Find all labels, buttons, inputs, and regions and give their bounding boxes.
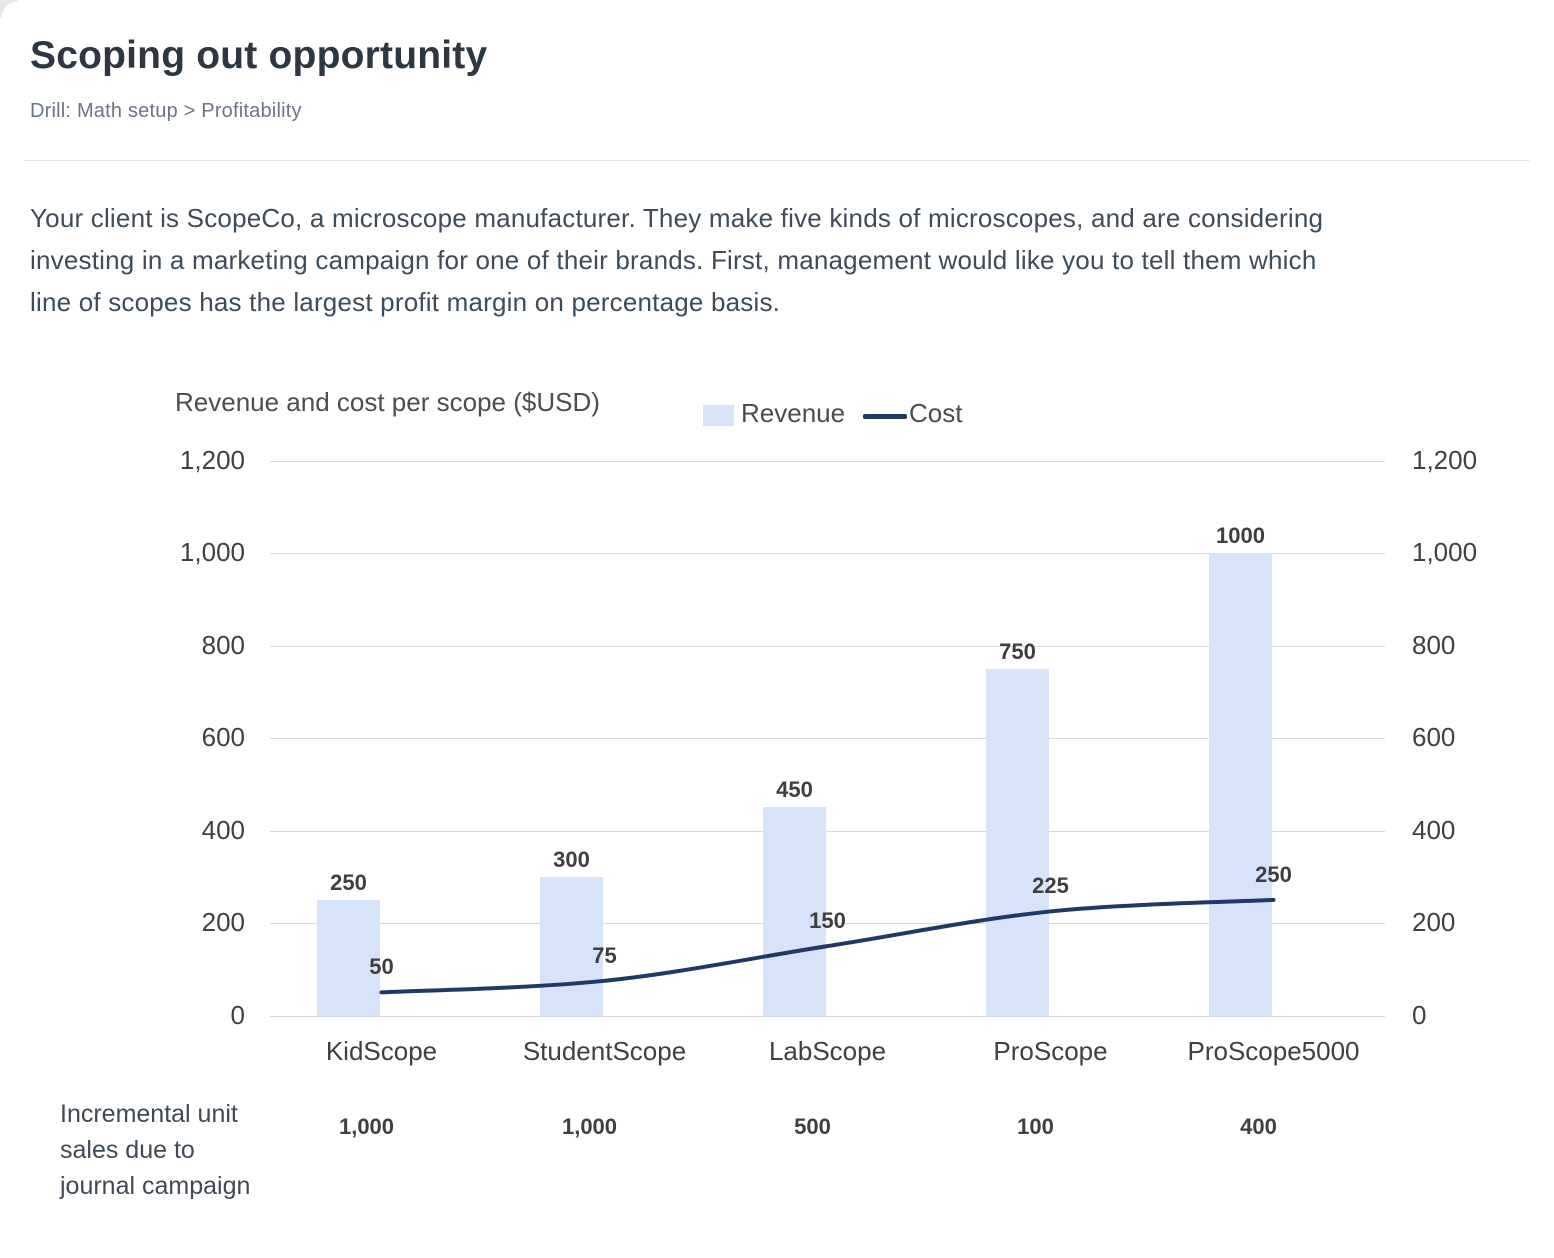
gridline-200 <box>270 923 1385 924</box>
cost-line-series <box>379 897 1276 995</box>
y-axis-left-tick-0: 0 <box>230 999 245 1030</box>
y-axis-left-tick-1000: 1,000 <box>179 537 245 567</box>
gridline-0 <box>270 1015 1385 1017</box>
y-axis-left-tick-600: 600 <box>201 722 245 752</box>
incremental-sales-value-labscope: 500 <box>794 1114 831 1139</box>
page-title: Scoping out opportunity <box>30 34 488 77</box>
data-label-cost-proscope5000: 250 <box>1255 861 1292 887</box>
y-axis-right-tick-800: 800 <box>1412 629 1456 660</box>
y-axis-left-tick-800: 800 <box>201 629 245 660</box>
bar-revenue-labscope <box>763 807 826 1016</box>
data-label-cost-labscope: 150 <box>809 908 846 934</box>
case-prompt-line: investing in a marketing campaign for on… <box>30 245 1317 275</box>
y-axis-left-tick-200: 200 <box>201 907 245 937</box>
legend-cost-line <box>863 414 907 419</box>
y-axis-right-tick-600: 600 <box>1412 722 1456 752</box>
y-axis-right-tick-200: 200 <box>1412 907 1456 937</box>
case-prompt: Your client is ScopeCo, a microscope man… <box>30 197 1323 323</box>
incremental-sales-value-studentscope: 1,000 <box>561 1114 618 1139</box>
incremental-sales-value-kidscope: 1,000 <box>338 1114 395 1139</box>
data-label-cost-studentscope: 75 <box>592 942 617 968</box>
incremental-sales-value-proscope5000: 400 <box>1240 1114 1277 1139</box>
divider <box>24 160 1530 161</box>
legend-revenue-label: Revenue <box>741 398 846 428</box>
gridline-1200 <box>270 460 1385 462</box>
x-axis-label-kidscope: KidScope <box>325 1036 438 1066</box>
case-prompt-line: line of scopes has the largest profit ma… <box>30 287 781 317</box>
footer-row-label-line: sales due to <box>60 1136 195 1164</box>
y-axis-right-tick-400: 400 <box>1412 814 1456 845</box>
bar-revenue-kidscope <box>317 899 380 1016</box>
gridline-400 <box>270 830 1385 832</box>
x-axis-label-proscope: ProScope <box>993 1036 1108 1066</box>
legend-revenue-swatch <box>703 405 734 426</box>
data-label-cost-proscope: 225 <box>1032 873 1069 899</box>
x-axis-label-proscope5000: ProScope5000 <box>1187 1036 1360 1066</box>
data-label-revenue-proscope5000: 1000 <box>1216 523 1265 548</box>
gridline-600 <box>270 738 1385 739</box>
cost-line-path <box>379 897 1276 995</box>
bar-revenue-studentscope <box>540 876 603 1016</box>
y-axis-right-tick-1200: 1,200 <box>1412 444 1478 475</box>
data-label-revenue-studentscope: 300 <box>553 846 590 872</box>
bar-revenue-proscope <box>986 668 1049 1016</box>
legend-cost-label: Cost <box>909 398 963 428</box>
data-label-cost-kidscope: 50 <box>369 954 394 980</box>
footer-row-label-line: Incremental unit <box>60 1100 238 1128</box>
data-label-revenue-labscope: 450 <box>776 777 813 803</box>
data-label-revenue-kidscope: 250 <box>330 869 367 895</box>
footer-row-label-line: journal campaign <box>60 1172 251 1200</box>
footer-row-label: Incremental unit sales due to journal ca… <box>60 1096 250 1204</box>
x-axis-label-studentscope: StudentScope <box>522 1036 687 1066</box>
bar-revenue-proscope5000 <box>1209 553 1272 1016</box>
x-axis-label-labscope: LabScope <box>768 1036 887 1066</box>
data-label-revenue-proscope: 750 <box>999 638 1036 664</box>
incremental-sales-value-proscope: 100 <box>1017 1114 1054 1139</box>
gridline-1000 <box>270 553 1385 554</box>
y-axis-right-tick-0: 0 <box>1412 999 1427 1030</box>
y-axis-left-tick-1200: 1,200 <box>179 444 245 475</box>
chart-title: Revenue and cost per scope ($USD) <box>175 387 600 417</box>
window-corner <box>0 0 18 18</box>
y-axis-left-tick-400: 400 <box>201 814 245 845</box>
case-prompt-line: Your client is ScopeCo, a microscope man… <box>30 203 1324 233</box>
gridline-800 <box>270 645 1385 647</box>
y-axis-right-tick-1000: 1,000 <box>1412 537 1478 567</box>
breadcrumb: Drill: Math setup > Profitability <box>30 100 302 122</box>
